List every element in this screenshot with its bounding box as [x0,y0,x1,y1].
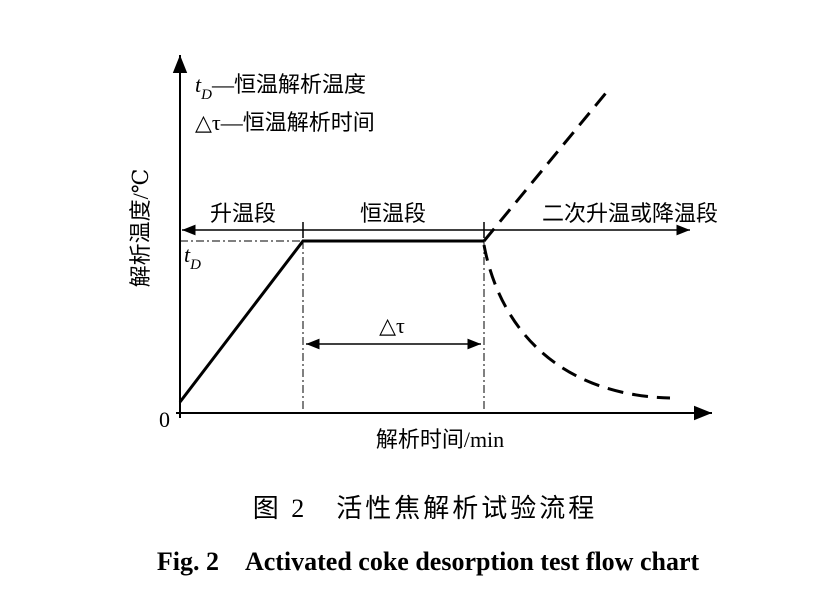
caption-cn: 图 2 活性焦解析试验流程 [253,494,598,523]
stage-label: 恒温段 [360,201,426,226]
legend-subscript: D [200,87,212,103]
legend-symbol: △τ [195,110,221,135]
td-label: tD [184,242,201,273]
stage-label: 二次升温或降温段 [542,201,718,226]
td-symbol: t [184,242,191,267]
origin-label: 0 [159,407,170,432]
legend-text: —恒温解析时间 [220,110,375,135]
y-axis-label: 解析温度/℃ [128,169,153,288]
td-subscript: D [189,257,201,273]
x-axis-label: 解析时间/min [376,427,504,452]
legend-item: tD—恒温解析温度 [195,72,366,103]
stage-label: 升温段 [210,201,276,226]
legend-text: —恒温解析温度 [211,72,366,97]
delta-tau-label: △τ [379,313,405,338]
legend-symbol: t [195,72,202,97]
legend-item: △τ—恒温解析时间 [195,110,375,135]
caption-en: Fig. 2 Activated coke desorption test fl… [157,547,700,576]
reheat-line [482,87,612,242]
cooling-line [482,244,671,400]
process-line [178,239,484,403]
